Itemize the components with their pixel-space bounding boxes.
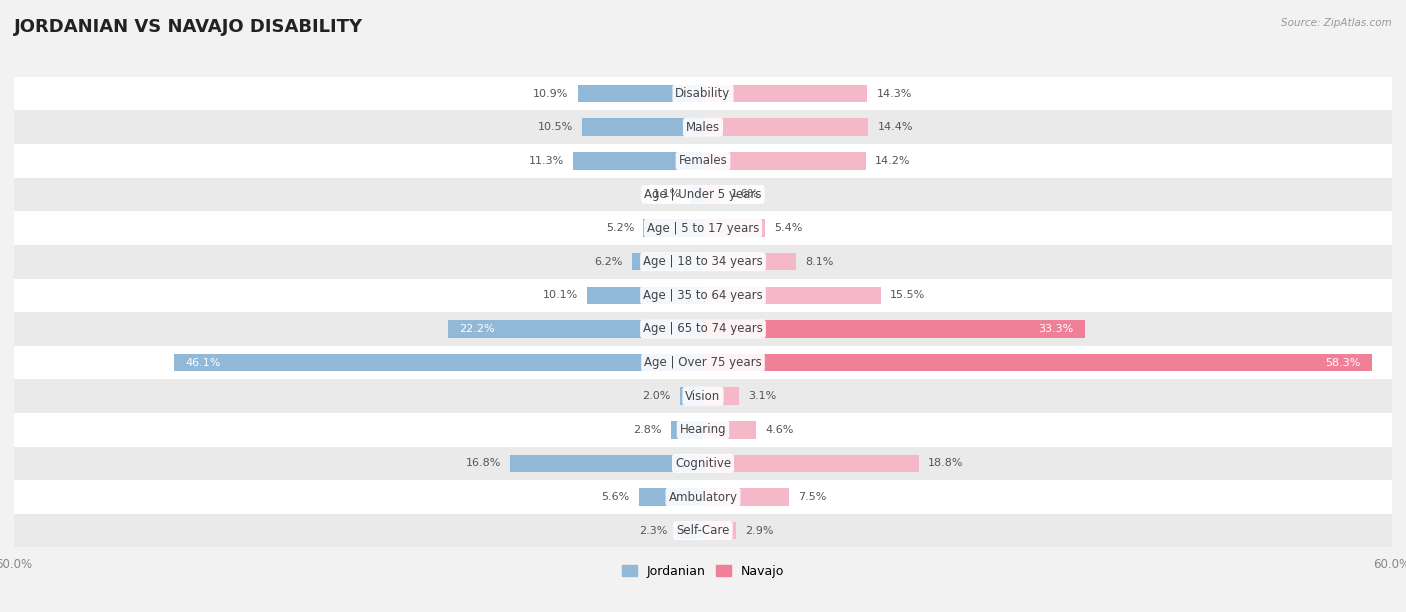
Text: Age | 18 to 34 years: Age | 18 to 34 years xyxy=(643,255,763,268)
Text: 16.8%: 16.8% xyxy=(465,458,501,468)
Text: 2.8%: 2.8% xyxy=(633,425,662,435)
FancyBboxPatch shape xyxy=(14,413,1392,447)
FancyBboxPatch shape xyxy=(14,278,1392,312)
Text: 5.4%: 5.4% xyxy=(775,223,803,233)
Bar xyxy=(671,421,703,439)
Text: Females: Females xyxy=(679,154,727,167)
Text: 58.3%: 58.3% xyxy=(1326,357,1361,368)
FancyBboxPatch shape xyxy=(14,211,1392,245)
Text: 22.2%: 22.2% xyxy=(460,324,495,334)
Bar xyxy=(703,387,738,405)
Bar xyxy=(631,253,703,271)
Text: 46.1%: 46.1% xyxy=(186,357,221,368)
Text: Age | Under 5 years: Age | Under 5 years xyxy=(644,188,762,201)
Text: 1.6%: 1.6% xyxy=(731,190,759,200)
Text: 6.2%: 6.2% xyxy=(595,256,623,267)
Bar xyxy=(510,455,703,472)
Bar xyxy=(703,421,756,439)
Bar xyxy=(703,455,920,472)
Text: Males: Males xyxy=(686,121,720,134)
FancyBboxPatch shape xyxy=(14,514,1392,548)
Bar xyxy=(449,320,703,338)
Bar xyxy=(703,354,1372,371)
Bar xyxy=(703,185,721,203)
Text: 10.9%: 10.9% xyxy=(533,89,568,99)
Text: JORDANIAN VS NAVAJO DISABILITY: JORDANIAN VS NAVAJO DISABILITY xyxy=(14,18,363,36)
Bar xyxy=(582,119,703,136)
Bar xyxy=(703,488,789,506)
Bar xyxy=(676,522,703,539)
Bar xyxy=(574,152,703,170)
FancyBboxPatch shape xyxy=(14,76,1392,110)
Text: Vision: Vision xyxy=(685,390,721,403)
Text: 8.1%: 8.1% xyxy=(806,256,834,267)
Text: Age | 65 to 74 years: Age | 65 to 74 years xyxy=(643,323,763,335)
Text: 14.4%: 14.4% xyxy=(877,122,912,132)
FancyBboxPatch shape xyxy=(14,144,1392,177)
Text: Disability: Disability xyxy=(675,87,731,100)
FancyBboxPatch shape xyxy=(14,447,1392,480)
Bar xyxy=(703,85,868,102)
FancyBboxPatch shape xyxy=(14,346,1392,379)
Text: Ambulatory: Ambulatory xyxy=(668,490,738,504)
Text: Age | Over 75 years: Age | Over 75 years xyxy=(644,356,762,369)
Text: 14.2%: 14.2% xyxy=(875,156,911,166)
Text: 14.3%: 14.3% xyxy=(876,89,911,99)
Bar xyxy=(703,119,869,136)
FancyBboxPatch shape xyxy=(14,110,1392,144)
Text: 1.1%: 1.1% xyxy=(652,190,681,200)
Bar xyxy=(703,219,765,237)
Text: 2.0%: 2.0% xyxy=(643,391,671,401)
Text: 3.1%: 3.1% xyxy=(748,391,776,401)
Text: Self-Care: Self-Care xyxy=(676,524,730,537)
FancyBboxPatch shape xyxy=(14,177,1392,211)
Bar xyxy=(703,253,796,271)
Bar xyxy=(638,488,703,506)
Text: 18.8%: 18.8% xyxy=(928,458,963,468)
Text: 7.5%: 7.5% xyxy=(799,492,827,502)
Text: 5.2%: 5.2% xyxy=(606,223,634,233)
Bar xyxy=(703,522,737,539)
Text: 10.1%: 10.1% xyxy=(543,290,578,300)
Bar xyxy=(578,85,703,102)
Text: Age | 5 to 17 years: Age | 5 to 17 years xyxy=(647,222,759,234)
Text: 2.3%: 2.3% xyxy=(640,526,668,536)
Bar xyxy=(703,286,882,304)
Bar xyxy=(703,152,866,170)
Text: 4.6%: 4.6% xyxy=(765,425,793,435)
Text: Cognitive: Cognitive xyxy=(675,457,731,470)
FancyBboxPatch shape xyxy=(14,312,1392,346)
Bar xyxy=(174,354,703,371)
Bar xyxy=(703,320,1085,338)
FancyBboxPatch shape xyxy=(14,379,1392,413)
Text: 15.5%: 15.5% xyxy=(890,290,925,300)
FancyBboxPatch shape xyxy=(14,245,1392,278)
Text: Age | 35 to 64 years: Age | 35 to 64 years xyxy=(643,289,763,302)
FancyBboxPatch shape xyxy=(14,480,1392,514)
Text: Source: ZipAtlas.com: Source: ZipAtlas.com xyxy=(1281,18,1392,28)
Bar xyxy=(681,387,703,405)
Text: Hearing: Hearing xyxy=(679,424,727,436)
Legend: Jordanian, Navajo: Jordanian, Navajo xyxy=(617,560,789,583)
Bar xyxy=(690,185,703,203)
Bar xyxy=(644,219,703,237)
Text: 5.6%: 5.6% xyxy=(602,492,630,502)
Text: 2.9%: 2.9% xyxy=(745,526,773,536)
Text: 10.5%: 10.5% xyxy=(538,122,574,132)
Bar xyxy=(588,286,703,304)
Text: 11.3%: 11.3% xyxy=(529,156,564,166)
Text: 33.3%: 33.3% xyxy=(1039,324,1074,334)
